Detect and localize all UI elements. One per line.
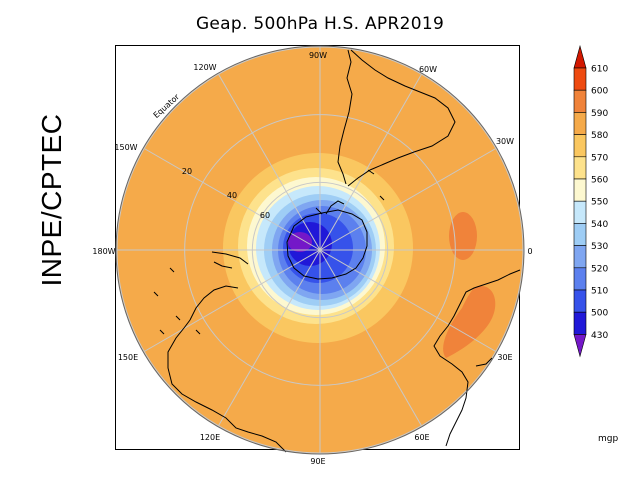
colorbar: 610 600 590 580 570 560 550 540 530 520 510 500 430 m… bbox=[573, 44, 618, 444]
colorbar-tick-label: 540 bbox=[591, 220, 608, 230]
colorbar-unit: mgp bbox=[598, 434, 618, 444]
colorbar-box bbox=[573, 200, 587, 224]
longitude-label: 30W bbox=[496, 137, 514, 146]
colorbar-box bbox=[573, 245, 587, 269]
coast-south-america bbox=[337, 49, 456, 187]
colorbar-tick-label: 610 bbox=[591, 65, 608, 75]
longitude-label: 60E bbox=[414, 433, 429, 442]
colorbar-arrow-bottom bbox=[573, 334, 587, 358]
graticule bbox=[116, 46, 524, 454]
colorbar-tick-label: 580 bbox=[591, 131, 608, 141]
longitude-label: 30E bbox=[497, 353, 512, 362]
colorbar-arrow-top bbox=[573, 44, 587, 69]
colorbar-tick-label: 560 bbox=[591, 176, 608, 186]
latitude-label: 60 bbox=[260, 211, 270, 220]
meridian-line bbox=[319, 249, 497, 353]
map-title: Geap. 500hPa H.S. APR2019 bbox=[195, 14, 445, 34]
field-minimum bbox=[288, 232, 312, 252]
longitude-label: 60W bbox=[419, 65, 437, 74]
map-rim bbox=[115, 45, 525, 455]
longitude-label: 150E bbox=[118, 353, 138, 362]
field-high-africa bbox=[443, 285, 496, 358]
longitude-label: 150W bbox=[114, 143, 137, 152]
colorbar-tick-label: 600 bbox=[591, 87, 608, 97]
latitude-label: 40 bbox=[227, 191, 237, 200]
colorbar-tick-label: 510 bbox=[591, 287, 608, 297]
colorbar-box bbox=[573, 267, 587, 291]
coast-antarctica bbox=[286, 209, 368, 280]
colorbar-box bbox=[573, 289, 587, 313]
longitude-label: 180W bbox=[92, 247, 115, 256]
colorbar-tick-label: 430 bbox=[591, 331, 608, 341]
longitude-label: 90E bbox=[310, 457, 325, 466]
meridian-line bbox=[143, 249, 321, 353]
field-high-atlantic bbox=[449, 212, 477, 260]
colorbar-box bbox=[573, 178, 587, 202]
coast-australia bbox=[167, 285, 287, 453]
longitude-label: 120E bbox=[200, 433, 220, 442]
coastlines bbox=[153, 49, 521, 453]
colorbar-box bbox=[573, 112, 587, 135]
longitude-label: 120W bbox=[193, 63, 216, 72]
colorbar-box bbox=[573, 67, 587, 91]
meridian-line bbox=[319, 249, 423, 427]
coast-africa bbox=[433, 269, 521, 447]
latitude-label: 20 bbox=[182, 167, 192, 176]
colorbar-box bbox=[573, 89, 587, 113]
colorbar-box bbox=[573, 223, 587, 246]
coast-islands bbox=[153, 169, 385, 335]
colorbar-tick-label: 520 bbox=[591, 264, 608, 274]
longitude-label: 0 bbox=[527, 247, 532, 256]
colorbar-box bbox=[573, 311, 587, 335]
meridian-line bbox=[217, 249, 321, 427]
colorbar-tick-label: 530 bbox=[591, 242, 608, 252]
meridian-line bbox=[217, 73, 321, 251]
meridian-line bbox=[319, 147, 497, 251]
colorbar-box bbox=[573, 134, 587, 158]
coast-new-zealand bbox=[211, 251, 249, 269]
colorbar-tick-label: 500 bbox=[591, 309, 608, 319]
colorbar-tick-label: 550 bbox=[591, 198, 608, 208]
meridian-line bbox=[319, 73, 423, 251]
colorbar-tick-label: 570 bbox=[591, 153, 608, 163]
colorbar-box bbox=[573, 156, 587, 180]
longitude-label: 90W bbox=[309, 51, 327, 60]
colorbar-tick-label: 590 bbox=[591, 109, 608, 119]
